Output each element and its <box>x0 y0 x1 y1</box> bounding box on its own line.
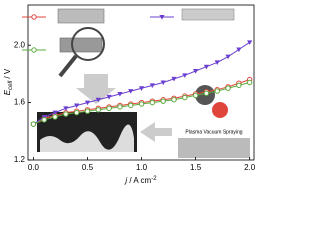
marker <box>247 40 253 45</box>
marker <box>63 106 69 111</box>
y-label-sub: cell <box>8 80 14 90</box>
marker <box>214 60 220 66</box>
marker <box>117 104 123 110</box>
marker <box>236 82 242 89</box>
marker <box>236 47 242 53</box>
arrow <box>76 74 116 104</box>
x-label-main: j <box>124 176 127 185</box>
marker <box>84 108 91 114</box>
sample-image <box>59 37 103 53</box>
marker <box>63 111 69 117</box>
marker <box>214 88 220 94</box>
x-label-sup: -2 <box>151 176 157 182</box>
marker <box>182 73 188 78</box>
x-tick-label: 1.0 <box>136 163 148 172</box>
marker <box>95 97 101 103</box>
legend-marker <box>31 14 37 20</box>
legend-marker <box>31 47 37 53</box>
marker <box>138 86 145 91</box>
marker <box>160 80 166 86</box>
marker <box>128 89 134 94</box>
y-label-rest: / V <box>3 68 12 81</box>
marker <box>74 103 80 109</box>
marker <box>182 94 188 101</box>
marker <box>41 117 47 123</box>
marker <box>52 114 58 120</box>
marker <box>84 100 91 106</box>
y-axis-label: Ecell / V <box>3 68 13 95</box>
marker <box>138 101 145 107</box>
marker <box>30 121 37 127</box>
illustrations: 100 µm Plasma Vacuum Spraying <box>37 8 250 158</box>
legend-marker <box>159 15 165 20</box>
marker <box>160 98 166 104</box>
marker <box>128 102 134 109</box>
y-tick-label: 1.2 <box>14 155 26 164</box>
arrow <box>140 122 172 142</box>
marker <box>73 109 80 116</box>
marker <box>117 91 123 97</box>
marker <box>171 97 177 103</box>
sample-image <box>57 8 105 24</box>
magnifier-handle <box>58 54 78 78</box>
marker <box>203 64 210 70</box>
marker <box>192 92 199 99</box>
y-tick-label: 2.0 <box>14 40 26 49</box>
y-tick-label: 1.6 <box>14 98 26 107</box>
marker <box>203 90 210 96</box>
sem-texture <box>40 124 134 152</box>
marker <box>149 99 156 106</box>
x-axis-label: j / A cm-2 <box>124 176 157 186</box>
marker <box>95 107 101 113</box>
marker <box>225 54 231 60</box>
sample-image <box>181 8 235 21</box>
marker <box>171 76 177 82</box>
x-tick-label: 0.5 <box>82 163 94 172</box>
annotation: Plasma Vacuum Spraying <box>185 129 242 135</box>
marker <box>106 94 112 100</box>
annotation: 100 µm <box>42 114 56 119</box>
marker <box>149 83 155 88</box>
marker <box>246 79 253 86</box>
coating-image <box>178 138 250 158</box>
marker <box>193 69 199 74</box>
marker <box>225 85 231 91</box>
x-tick-label: 0.0 <box>28 163 40 172</box>
marker <box>106 105 112 112</box>
x-tick-label: 2.0 <box>244 163 256 172</box>
y-label-main: E <box>3 89 12 95</box>
magnifier <box>71 27 105 61</box>
x-label-rest: / A cm <box>127 176 151 185</box>
chart: 100 µm Plasma Vacuum Spraying Ecell / V … <box>3 4 256 186</box>
plot-frame <box>27 4 255 161</box>
x-tick-label: 1.5 <box>190 163 202 172</box>
particle <box>212 102 228 118</box>
marker <box>52 110 58 116</box>
